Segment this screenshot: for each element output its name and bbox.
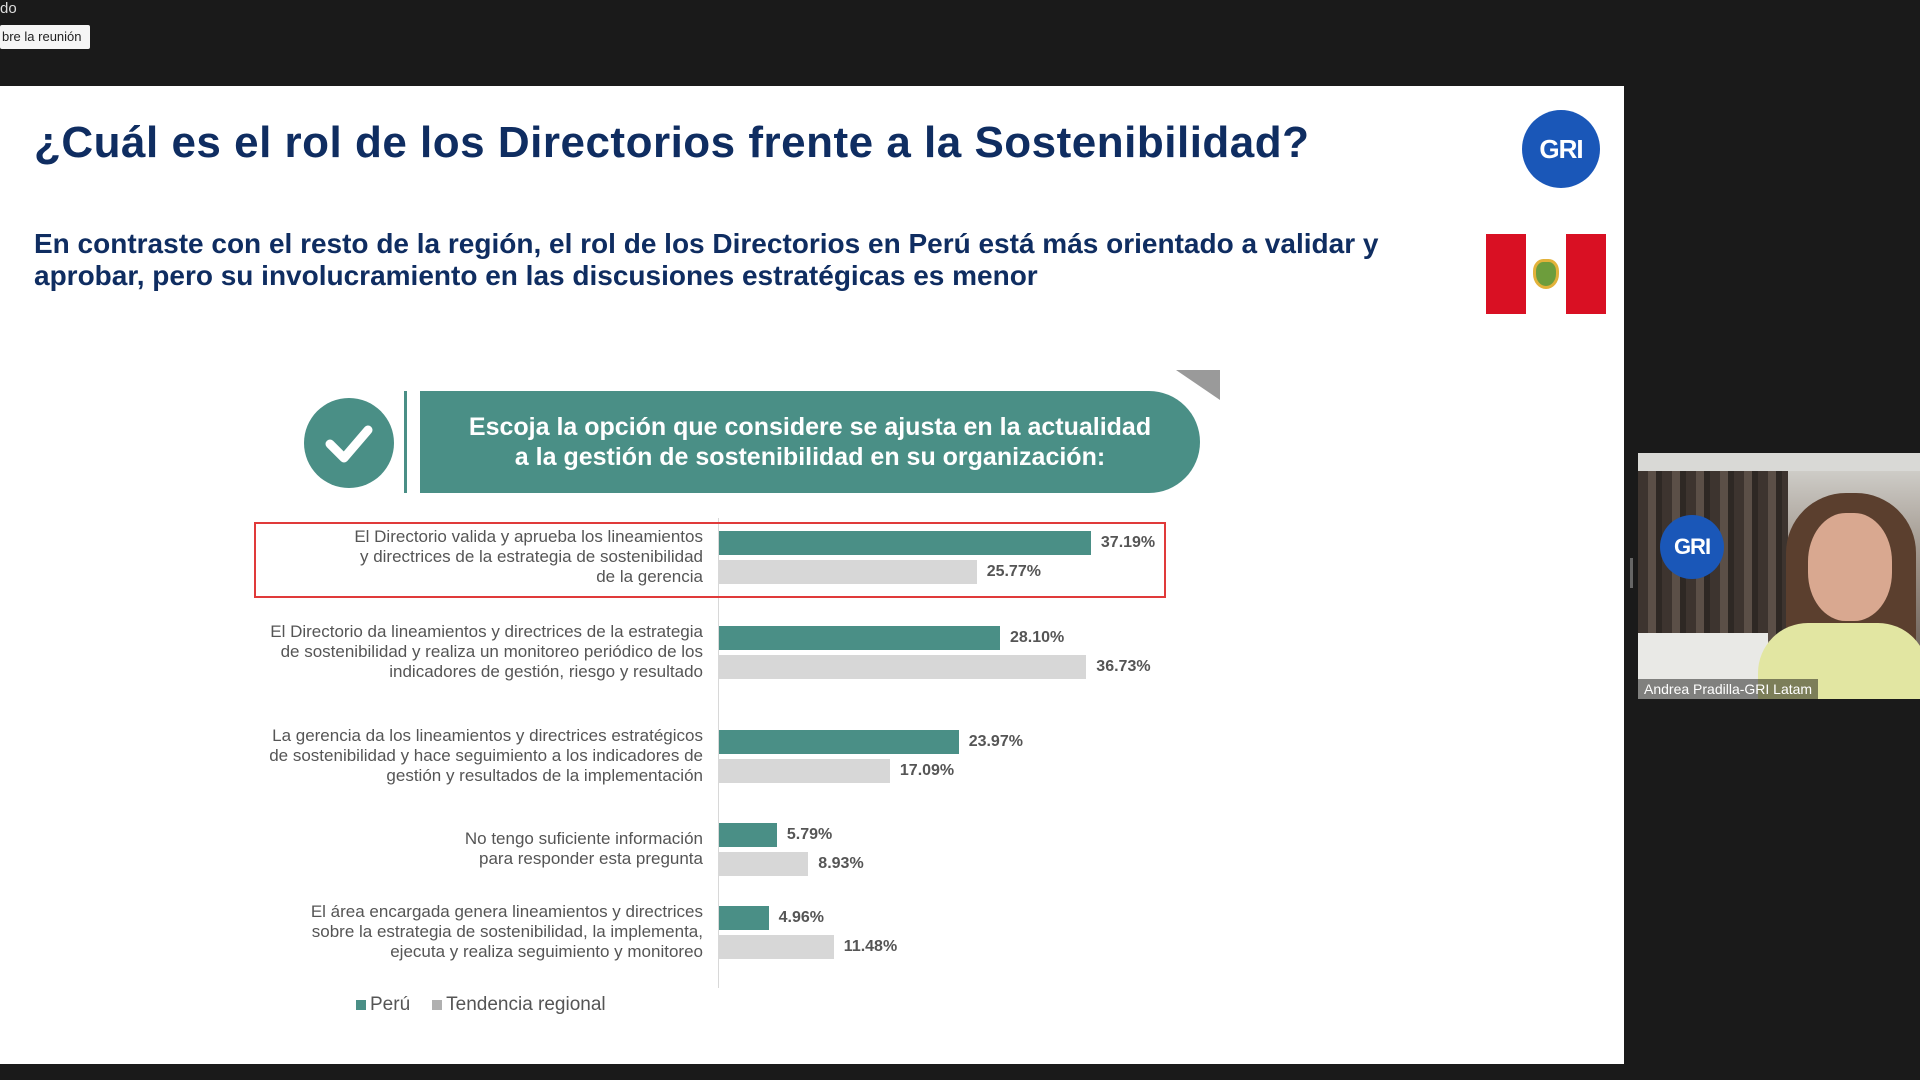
participant-gri-logo: GRI — [1660, 515, 1724, 579]
question-banner: Escoja la opción que considere se ajusta… — [420, 391, 1200, 493]
category-label: El área encargada genera lineamientos y … — [310, 902, 703, 961]
value-label: 25.77% — [986, 563, 1041, 580]
bar-regional — [719, 560, 977, 584]
bar-peru — [719, 906, 769, 930]
legend-label: Perú — [370, 994, 411, 1015]
legend-swatch — [432, 1000, 443, 1010]
bar-peru — [719, 823, 777, 847]
value-label: 28.10% — [1010, 629, 1065, 646]
participant-shirt — [1758, 623, 1920, 699]
bar-peru — [719, 531, 1091, 555]
chart-axis — [718, 518, 719, 988]
shared-slide: ¿Cuál es el rol de los Directorios frent… — [0, 86, 1624, 1064]
category-label: No tengo suficiente información para res… — [464, 829, 703, 868]
category-label: La gerencia da los lineamientos y direct… — [269, 726, 703, 785]
value-label: 17.09% — [899, 762, 955, 779]
slide-subtitle: En contraste con el resto de la región, … — [34, 228, 1379, 291]
checkmark-icon — [304, 398, 394, 488]
coat-of-arms-icon — [1533, 259, 1559, 289]
legend-label: Tendencia regional — [446, 994, 606, 1015]
banner-divider — [404, 391, 407, 493]
video-panel-handle[interactable] — [1630, 558, 1633, 588]
participant-face — [1808, 513, 1892, 621]
legend-item: Perú — [356, 994, 410, 1016]
bar-regional — [719, 935, 834, 959]
highlight-box — [254, 522, 1166, 598]
value-label: 8.93% — [818, 855, 864, 872]
value-label: 4.96% — [778, 909, 824, 926]
room-bed — [1638, 633, 1768, 699]
bar-peru — [719, 626, 1000, 650]
value-label: 23.97% — [968, 733, 1023, 750]
peru-flag — [1486, 234, 1606, 314]
category-label: El Directorio da lineamientos y directri… — [270, 622, 703, 681]
legend-item: Tendencia regional — [432, 994, 606, 1016]
value-label: 36.73% — [1096, 658, 1151, 675]
question-text: Escoja la opción que considere se ajusta… — [468, 413, 1152, 471]
value-label: 11.48% — [843, 938, 898, 955]
legend-swatch — [356, 1000, 366, 1010]
meeting-info-button[interactable]: bre la reunión — [0, 25, 90, 49]
bar-regional — [719, 759, 890, 783]
meeting-status: do — [0, 0, 17, 17]
participant-name: Andrea Pradilla-GRI Latam — [1638, 679, 1819, 699]
chart-legend: Perú Tendencia regional — [356, 994, 606, 1016]
value-label: 37.19% — [1100, 534, 1156, 551]
slide-title: ¿Cuál es el rol de los Directorios frent… — [34, 118, 1310, 167]
category-label: El Directorio valida y aprueba los linea… — [354, 527, 703, 586]
bar-regional — [719, 655, 1087, 679]
bar-regional — [719, 852, 809, 876]
value-label: 5.79% — [786, 826, 833, 843]
room-ceiling — [1638, 453, 1920, 471]
bar-peru — [719, 730, 959, 754]
gri-logo: GRI — [1522, 110, 1600, 188]
bar-chart: El Directorio valida y aprueba los linea… — [0, 86, 1624, 1064]
participant-video-tile[interactable]: GRI Andrea Pradilla-GRI Latam — [1638, 453, 1920, 699]
